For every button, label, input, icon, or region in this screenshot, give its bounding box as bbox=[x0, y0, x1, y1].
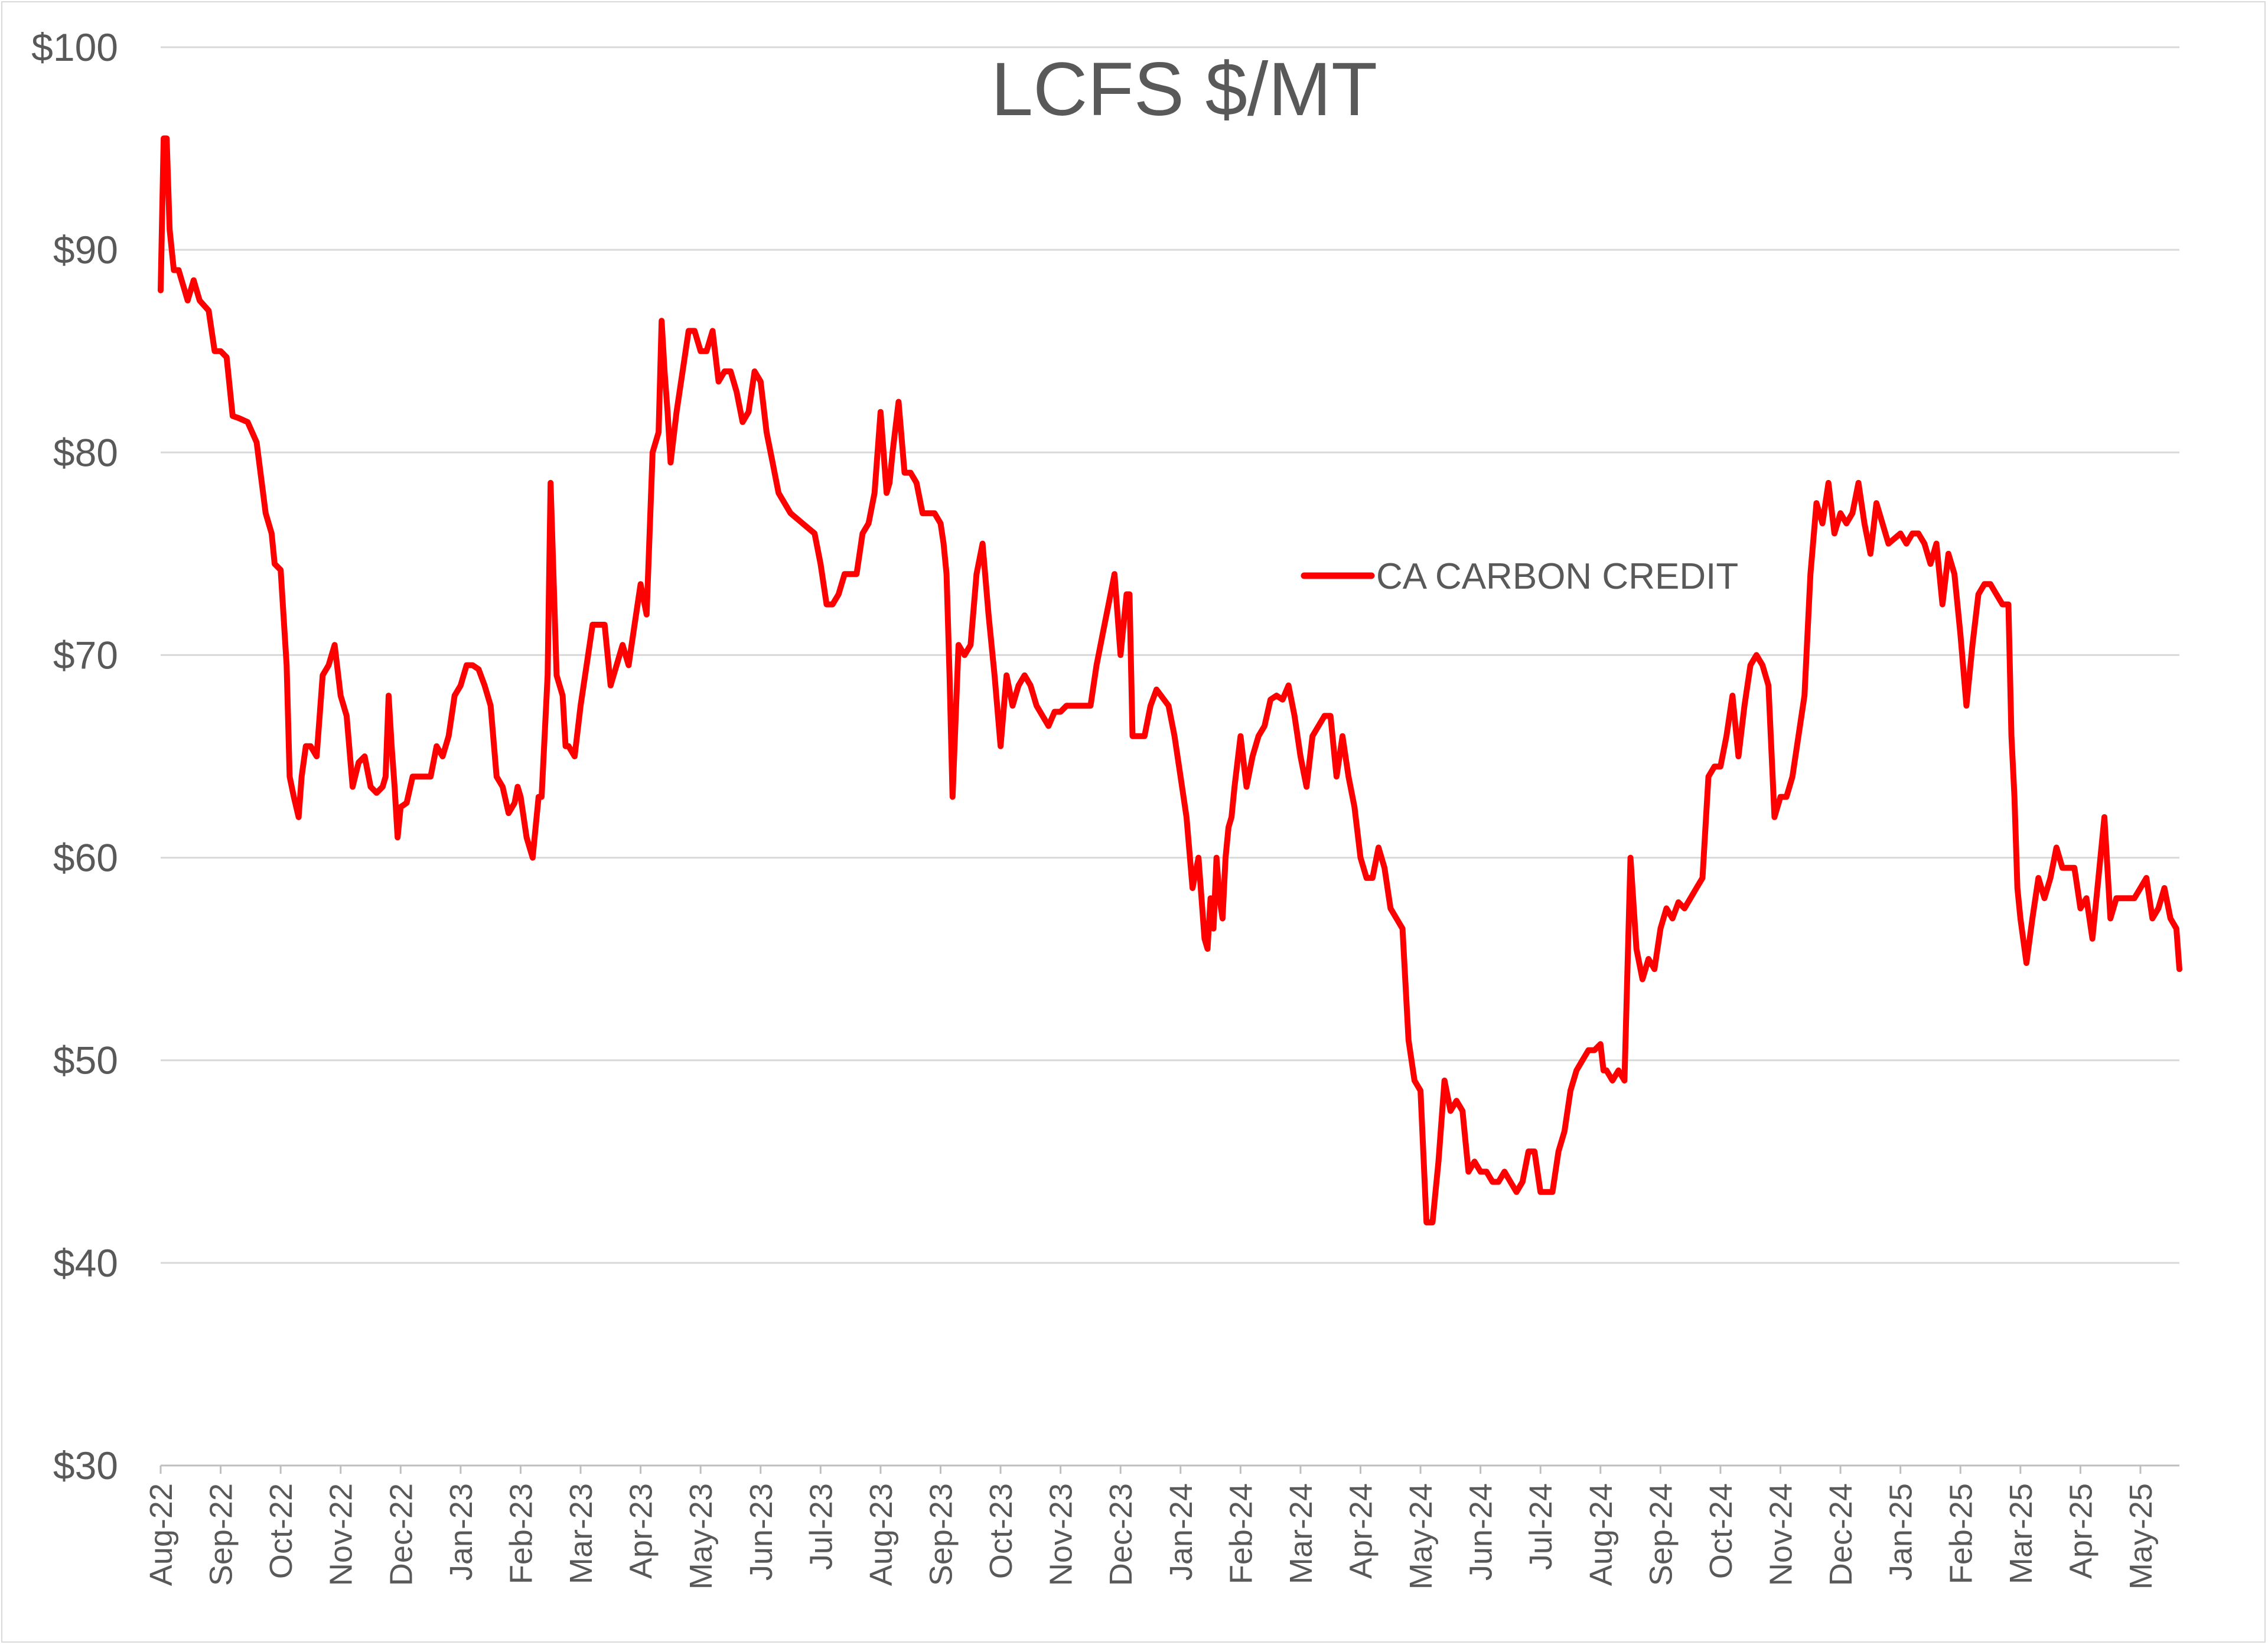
x-tick-label: Nov-24 bbox=[1764, 1483, 1799, 1586]
x-tick-label: Aug-22 bbox=[144, 1483, 179, 1586]
x-tick-label: Dec-23 bbox=[1103, 1483, 1139, 1586]
x-tick-label: Jun-24 bbox=[1464, 1483, 1499, 1581]
x-tick-label: Mar-23 bbox=[563, 1483, 599, 1584]
x-tick-label: Jan-25 bbox=[1884, 1483, 1919, 1581]
y-tick-label: $80 bbox=[53, 430, 118, 474]
x-tick-label: Mar-25 bbox=[2003, 1483, 2039, 1584]
x-tick-label: Oct-23 bbox=[983, 1483, 1019, 1579]
x-tick-label: Apr-25 bbox=[2063, 1483, 2098, 1579]
y-tick-label: $90 bbox=[53, 228, 118, 272]
x-tick-label: Oct-24 bbox=[1703, 1483, 1739, 1579]
x-tick-label: Dec-22 bbox=[383, 1483, 419, 1586]
y-axis: $30 $40 $50 $60 $70 $80 $90 $100 bbox=[31, 25, 118, 1487]
x-tick-label: Oct-22 bbox=[263, 1483, 299, 1579]
x-tick-label: Sep-24 bbox=[1643, 1483, 1679, 1586]
x-tick-label: Apr-24 bbox=[1344, 1483, 1379, 1579]
legend: CA CARBON CREDIT bbox=[1301, 556, 1738, 597]
x-tick-label: Feb-24 bbox=[1223, 1483, 1259, 1584]
x-tick-label: Apr-23 bbox=[624, 1483, 659, 1579]
x-tick-label: May-24 bbox=[1403, 1483, 1439, 1589]
x-tick-label: May-23 bbox=[683, 1483, 719, 1589]
x-tick-label: Nov-22 bbox=[324, 1483, 359, 1586]
y-tick-label: $100 bbox=[31, 25, 118, 69]
x-tick-label: Jul-23 bbox=[803, 1483, 839, 1570]
y-tick-label: $30 bbox=[53, 1444, 118, 1487]
x-tick-label: Mar-24 bbox=[1283, 1483, 1319, 1584]
y-tick-label: $60 bbox=[53, 836, 118, 880]
x-tick-label: Sep-22 bbox=[204, 1483, 239, 1586]
x-axis: Aug-22 Sep-22 Oct-22 Nov-22 Dec-22 Jan-23 Feb-… bbox=[144, 1466, 2159, 1589]
series-line bbox=[158, 135, 2182, 1226]
x-tick-label: Aug-23 bbox=[863, 1483, 899, 1586]
chart-title: LCFS $/MT bbox=[991, 47, 1377, 132]
series-layer bbox=[158, 135, 2182, 1226]
x-tick-label: Jul-24 bbox=[1523, 1483, 1559, 1570]
x-tick-label: Feb-25 bbox=[1943, 1483, 1979, 1584]
x-tick-label: Aug-24 bbox=[1583, 1483, 1619, 1586]
x-tick-label: Nov-23 bbox=[1044, 1483, 1079, 1586]
legend-label: CA CARBON CREDIT bbox=[1376, 556, 1738, 597]
y-tick-label: $40 bbox=[53, 1241, 118, 1285]
x-tick-label: May-25 bbox=[2123, 1483, 2159, 1589]
y-tick-label: $50 bbox=[53, 1039, 118, 1082]
x-tick-label: Jun-23 bbox=[744, 1483, 779, 1581]
y-tick-label: $70 bbox=[53, 633, 118, 677]
x-tick-label: Dec-24 bbox=[1823, 1483, 1859, 1586]
x-tick-label: Jan-24 bbox=[1164, 1483, 1199, 1581]
x-tick-label: Feb-23 bbox=[503, 1483, 539, 1584]
x-tick-label: Sep-23 bbox=[923, 1483, 959, 1586]
gridlines bbox=[161, 46, 2179, 1467]
x-tick-label: Jan-23 bbox=[444, 1483, 479, 1581]
